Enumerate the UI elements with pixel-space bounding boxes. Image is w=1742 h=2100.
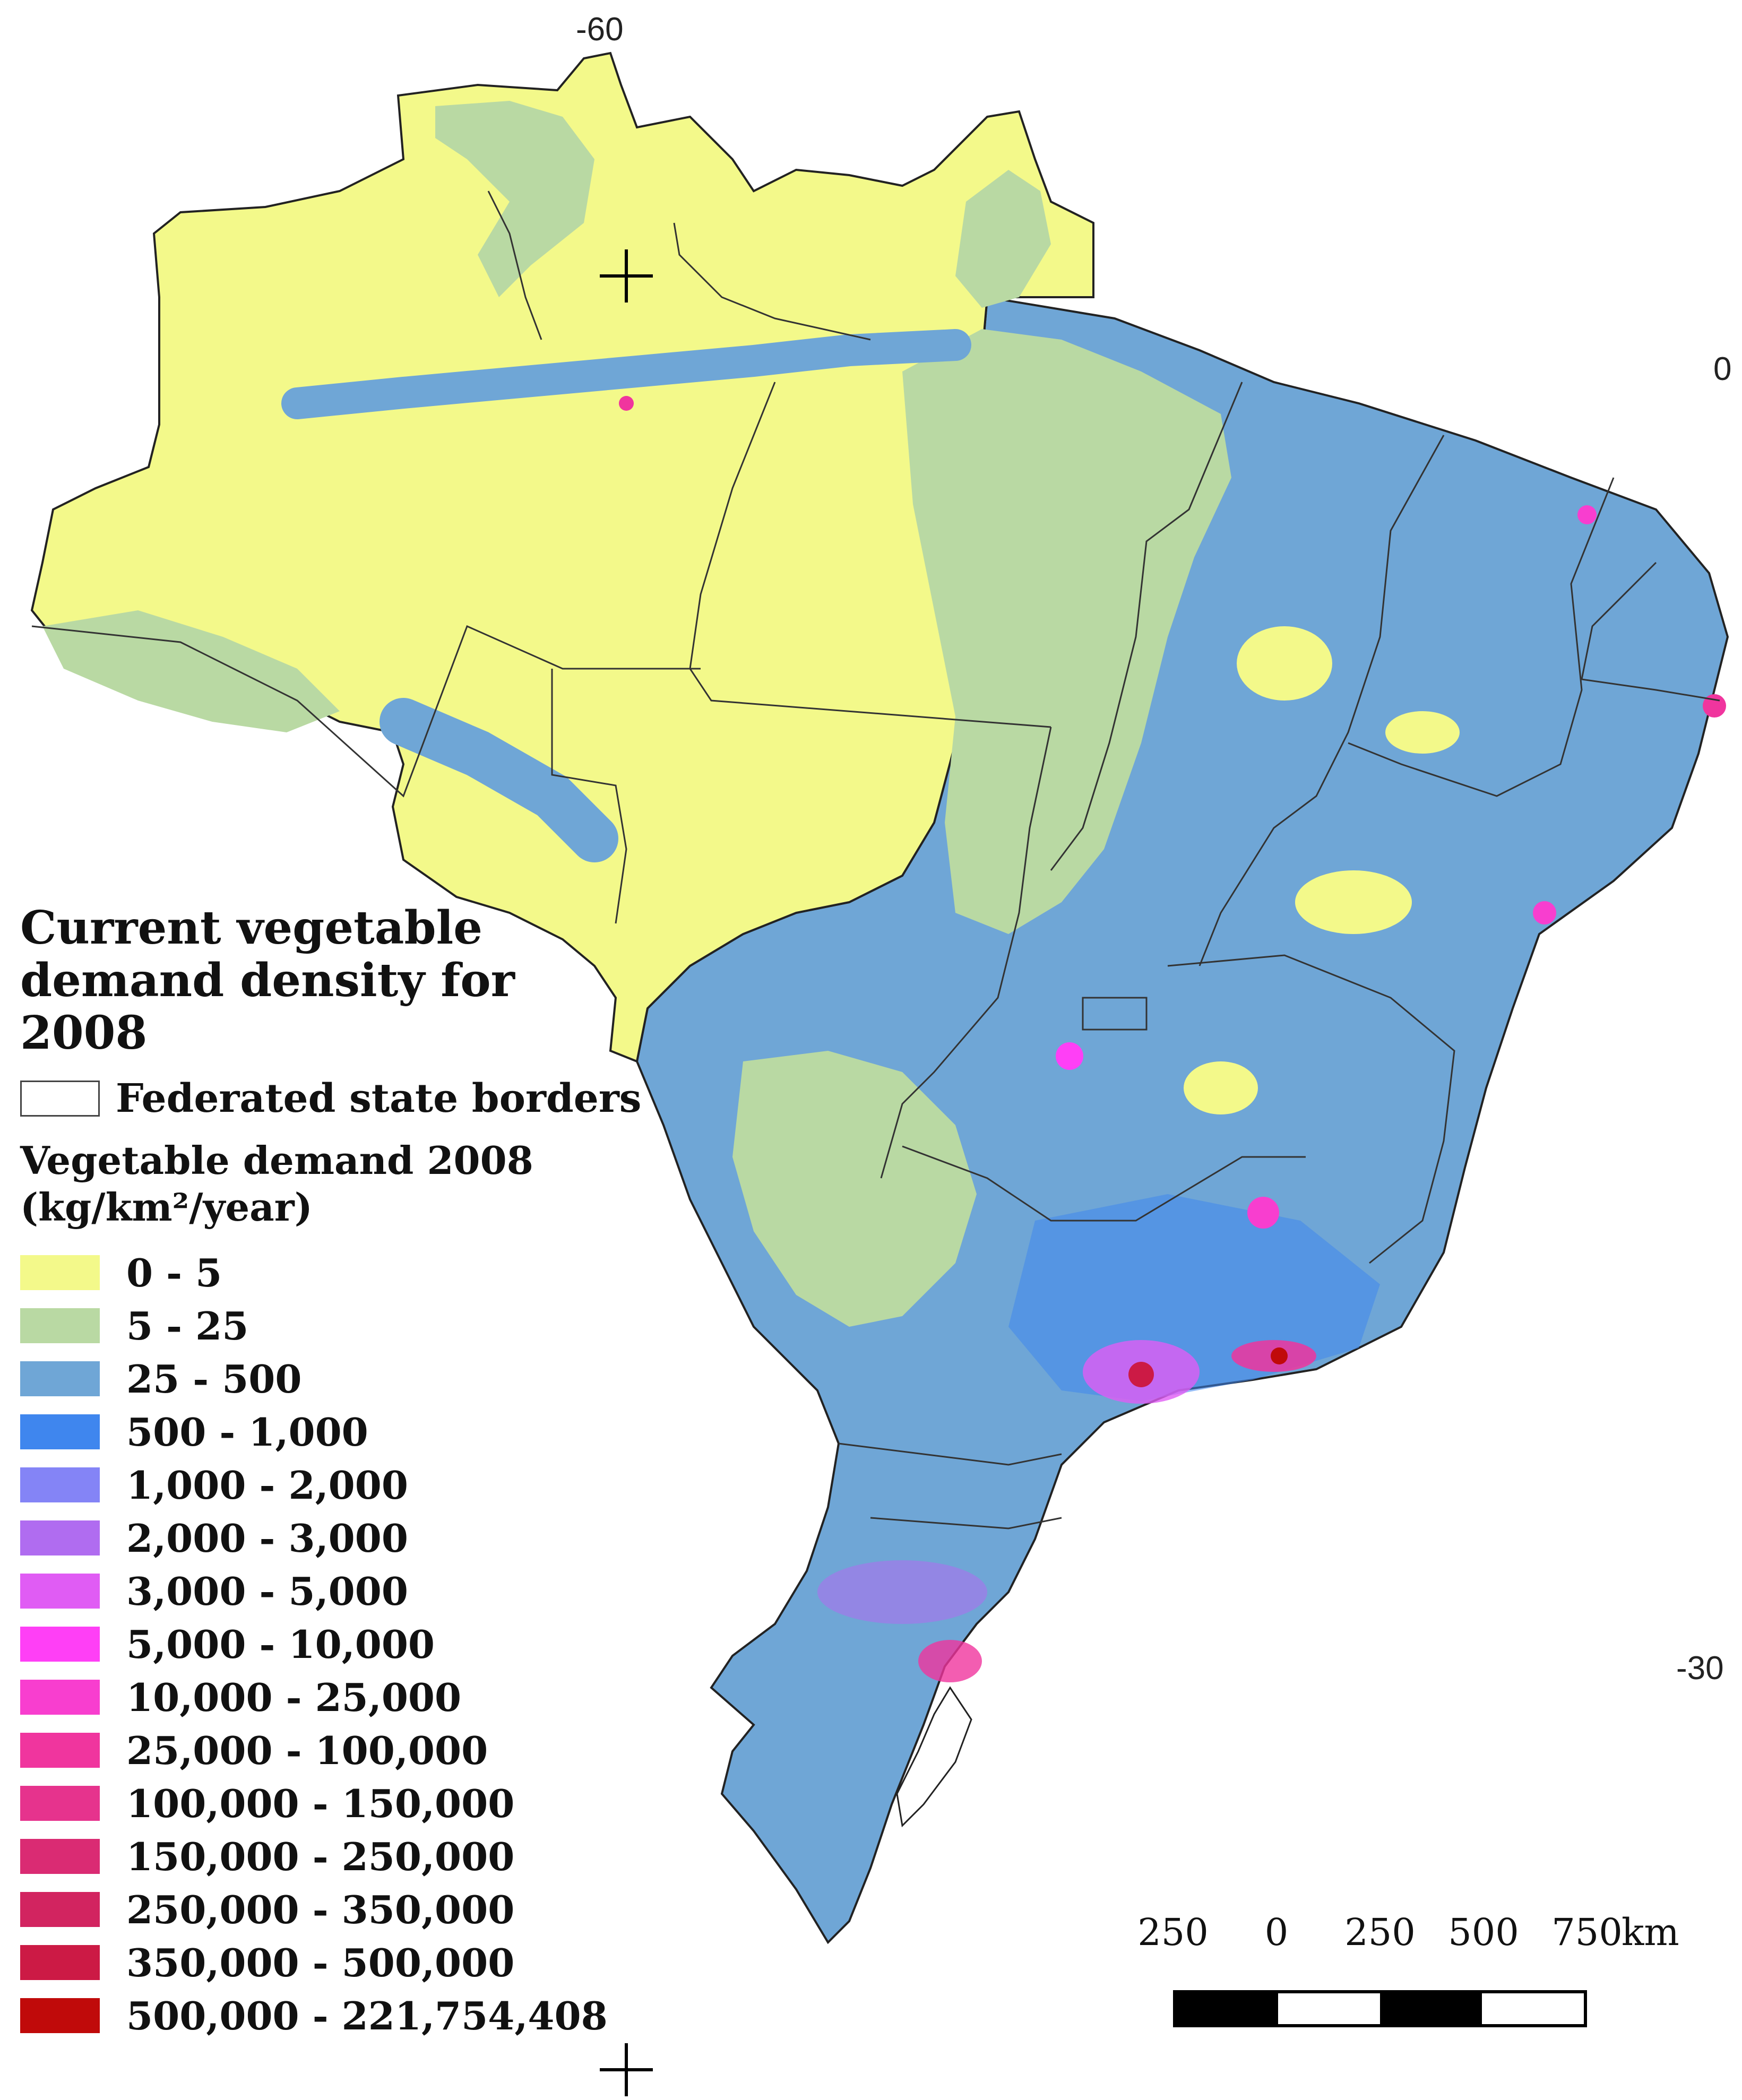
legend-class-label: 350,000 - 500,000 [126, 1940, 515, 1985]
legend-class-label: 2,000 - 3,000 [126, 1515, 408, 1561]
legend-class-label: 100,000 - 150,000 [126, 1781, 515, 1826]
legend-class-label: 25 - 500 [126, 1356, 302, 1402]
hotspot-belo-horizonte [1247, 1197, 1279, 1229]
legend-swatch [20, 1892, 100, 1928]
latitude-label-minus30: -30 [1676, 1650, 1724, 1687]
legend-swatch [20, 1680, 100, 1715]
lagoa-dos-patos [896, 1686, 972, 1828]
legend-class-row: 250,000 - 350,000 [20, 1883, 657, 1936]
legend-class-row: 25,000 - 100,000 [20, 1724, 657, 1777]
yellow-patch-2 [1295, 870, 1412, 934]
graticule-cross-north [600, 249, 653, 303]
latitude-label-zero: 0 [1713, 351, 1732, 387]
scale-tick-label: 250 [1344, 1911, 1416, 1954]
green-zone-central-west [732, 1051, 977, 1327]
rondonia-corridor [380, 698, 618, 862]
legend-class-row: 3,000 - 5,000 [20, 1565, 657, 1618]
hotspot-brasilia [1056, 1042, 1083, 1070]
legend-swatch [20, 1786, 100, 1821]
border-label: Federated state borders [116, 1075, 642, 1121]
graticule-cross-south [600, 2043, 653, 2096]
legend-class-label: 3,000 - 5,000 [126, 1568, 408, 1614]
legend-border-entry: Federated state borders [20, 1076, 657, 1121]
legend-class-row: 500 - 1,000 [20, 1405, 657, 1458]
longitude-label-top: -60 [576, 11, 624, 48]
green-zone-roraima [435, 101, 594, 297]
legend-class-label: 5,000 - 10,000 [126, 1621, 435, 1667]
yellow-patch-1 [1237, 626, 1332, 701]
yellow-patch-4 [1385, 711, 1460, 754]
scale-tick-label: 750 [1551, 1911, 1623, 1954]
legend-class-row: 150,000 - 250,000 [20, 1830, 657, 1883]
scale-unit: km [1622, 1911, 1679, 1954]
legend-class-row: 100,000 - 150,000 [20, 1777, 657, 1830]
legend-swatch [20, 1945, 100, 1981]
hotspot-manaus [619, 396, 634, 411]
legend-swatch [20, 1308, 100, 1344]
legend-class-row: 0 - 5 [20, 1246, 657, 1299]
hotspot-sao-paulo-core [1128, 1362, 1154, 1387]
green-zone-east-amazon [902, 329, 1231, 934]
legend-class-row: 500,000 - 221,754,408 [20, 1989, 657, 2042]
legend-class-row: 5,000 - 10,000 [20, 1618, 657, 1671]
legend-class-row: 25 - 500 [20, 1352, 657, 1405]
legend-class-row: 10,000 - 25,000 [20, 1671, 657, 1724]
legend-swatch [20, 1361, 100, 1397]
legend-swatch [20, 1839, 100, 1874]
hotspot-rio-core [1271, 1347, 1288, 1364]
legend-swatch [20, 1467, 100, 1503]
scale-tick-label: 250 [1137, 1911, 1209, 1954]
state-borders [31, 191, 1720, 1529]
scale-bar: 250 0 250 500 750 km [1137, 1911, 1679, 2049]
legend: Current vegetable demand density for 200… [20, 902, 657, 2042]
amazon-river-corridor [281, 329, 971, 419]
legend-swatch [20, 1414, 100, 1450]
legend-class-label: 500,000 - 221,754,408 [126, 1993, 608, 2038]
green-zone-west [42, 610, 340, 732]
north-region [30, 51, 1094, 1063]
hotspot-recife [1703, 694, 1726, 718]
legend-class-label: 10,000 - 25,000 [126, 1674, 462, 1720]
legend-swatch [20, 1733, 100, 1768]
legend-class-label: 5 - 25 [126, 1303, 249, 1349]
hotspot-fortaleza [1577, 505, 1597, 524]
legend-swatch [20, 1574, 100, 1609]
legend-class-label: 1,000 - 2,000 [126, 1462, 408, 1508]
scale-bar-graphic [1173, 1990, 1587, 2027]
legend-class-label: 500 - 1,000 [126, 1409, 368, 1455]
legend-title: Current vegetable demand density for 200… [20, 901, 515, 1060]
legend-class-label: 250,000 - 350,000 [126, 1887, 515, 1932]
hotspot-salvador [1533, 901, 1556, 924]
scale-tick-label: 0 [1264, 1911, 1289, 1954]
yellow-patch-3 [1184, 1061, 1258, 1114]
legend-swatch [20, 1998, 100, 2034]
legend-class-row: 1,000 - 2,000 [20, 1458, 657, 1511]
scale-tick-label: 500 [1448, 1911, 1519, 1954]
legend-swatch [20, 1520, 100, 1556]
hotspot-south-band [817, 1560, 987, 1624]
legend-class-row: 2,000 - 3,000 [20, 1511, 657, 1565]
legend-class-row: 350,000 - 500,000 [20, 1936, 657, 1989]
legend-swatch [20, 1627, 100, 1662]
legend-class-row: 5 - 25 [20, 1299, 657, 1352]
legend-class-label: 150,000 - 250,000 [126, 1834, 515, 1879]
legend-subtitle: Vegetable demand 2008 (kg/km²/year) [20, 1137, 533, 1230]
legend-class-list: 0 - 5 5 - 25 25 - 500 500 - 1,000 1,000 - 2,… [20, 1246, 657, 2042]
legend-class-label: 0 - 5 [126, 1250, 222, 1295]
border-swatch [20, 1080, 100, 1117]
green-zone-amapa [955, 170, 1051, 308]
legend-class-label: 25,000 - 100,000 [126, 1727, 488, 1773]
legend-swatch [20, 1255, 100, 1291]
hotspot-porto-alegre [918, 1640, 982, 1682]
